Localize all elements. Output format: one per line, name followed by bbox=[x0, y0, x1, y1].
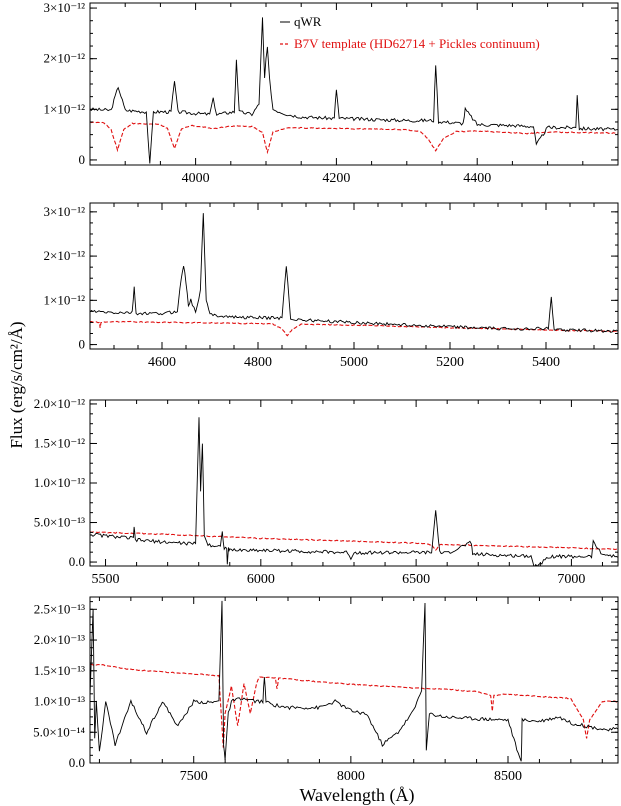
x-tick-label: 8000 bbox=[337, 769, 365, 784]
series-qwr-line-panel-2 bbox=[90, 213, 618, 334]
y-tick-label: 1×10⁻¹² bbox=[44, 101, 86, 116]
y-tick-label: 2.0×10⁻¹² bbox=[34, 396, 85, 411]
panel-3: 5500 6000 6500 7000 0.0 5.0×10⁻¹³ 1.0×10⁻¹² 1.5… bbox=[34, 396, 619, 587]
series-template-line-panel-3 bbox=[90, 531, 618, 551]
y-tick-label: 0 bbox=[79, 337, 86, 352]
y-tick-label: 0.0 bbox=[69, 554, 85, 569]
y-tick-label: 0 bbox=[79, 152, 86, 167]
series-template-line-panel-1 bbox=[90, 121, 618, 155]
series-qwr-line-panel-1 bbox=[90, 17, 618, 164]
chart-panels: 4000 4200 4400 0 1×10⁻¹² 2×10⁻¹² 3×10⁻¹² 4600 48… bbox=[33, 0, 619, 784]
x-tick-label: 5500 bbox=[92, 572, 120, 587]
x-tick-label: 6000 bbox=[247, 572, 275, 587]
x-tick-label: 7000 bbox=[557, 572, 585, 587]
y-tick-label: 5.0×10⁻¹⁴ bbox=[33, 724, 85, 739]
y-tick-label: 2.5×10⁻¹³ bbox=[34, 601, 85, 616]
legend-label-qwr: qWR bbox=[294, 14, 322, 29]
x-tick-label: 4000 bbox=[182, 171, 210, 186]
x-tick-label: 7500 bbox=[180, 769, 208, 784]
y-tick-label: 3×10⁻¹² bbox=[44, 0, 86, 15]
x-tick-label: 4800 bbox=[244, 355, 272, 370]
y-tick-label: 2×10⁻¹² bbox=[44, 248, 86, 263]
y-tick-label: 1.5×10⁻¹² bbox=[34, 435, 85, 450]
legend-label-template: B7V template (HD62714 + Pickles continuu… bbox=[294, 36, 540, 51]
y-tick-label: 2×10⁻¹² bbox=[44, 51, 86, 66]
x-tick-label: 4600 bbox=[148, 355, 176, 370]
x-tick-label: 8500 bbox=[494, 769, 522, 784]
panel-frame bbox=[89, 2, 619, 166]
x-tick-label: 5000 bbox=[340, 355, 368, 370]
y-tick-label: 1.0×10⁻¹² bbox=[34, 475, 85, 490]
y-tick-label: 1.0×10⁻¹³ bbox=[34, 694, 85, 709]
legend: qWR B7V template (HD62714 + Pickles cont… bbox=[280, 14, 540, 51]
series-template-line-panel-4 bbox=[90, 663, 618, 748]
series-qwr-line-panel-3 bbox=[90, 417, 618, 566]
x-axis-label: Wavelength (Å) bbox=[299, 785, 414, 806]
panel-frame bbox=[89, 596, 619, 764]
x-tick-label: 6500 bbox=[402, 572, 430, 587]
y-tick-label: 0.0 bbox=[69, 755, 85, 770]
y-tick-label: 2.0×10⁻¹³ bbox=[34, 632, 85, 647]
x-tick-label: 4400 bbox=[463, 171, 491, 186]
y-axis-label: Flux (erg/s/cm²/Å) bbox=[7, 321, 26, 448]
panel-2: 4600 4800 5000 5200 5400 0 1×10⁻¹² 2×10⁻¹² 3×10⁻… bbox=[44, 202, 619, 370]
y-tick-label: 1×10⁻¹² bbox=[44, 292, 86, 307]
x-tick-label: 5200 bbox=[436, 355, 464, 370]
x-tick-label: 4200 bbox=[322, 171, 350, 186]
series-qwr-line-panel-4 bbox=[90, 600, 618, 762]
x-tick-label: 5400 bbox=[532, 355, 560, 370]
panel-1: 4000 4200 4400 0 1×10⁻¹² 2×10⁻¹² 3×10⁻¹² bbox=[44, 0, 619, 186]
y-tick-label: 1.5×10⁻¹³ bbox=[34, 663, 85, 678]
y-tick-label: 3×10⁻¹² bbox=[44, 204, 86, 219]
y-tick-label: 5.0×10⁻¹³ bbox=[34, 515, 85, 530]
panel-4: 7500 8000 8500 0.0 5.0×10⁻¹⁴ 1.0×10⁻¹³ 1.5×10⁻… bbox=[33, 596, 619, 784]
